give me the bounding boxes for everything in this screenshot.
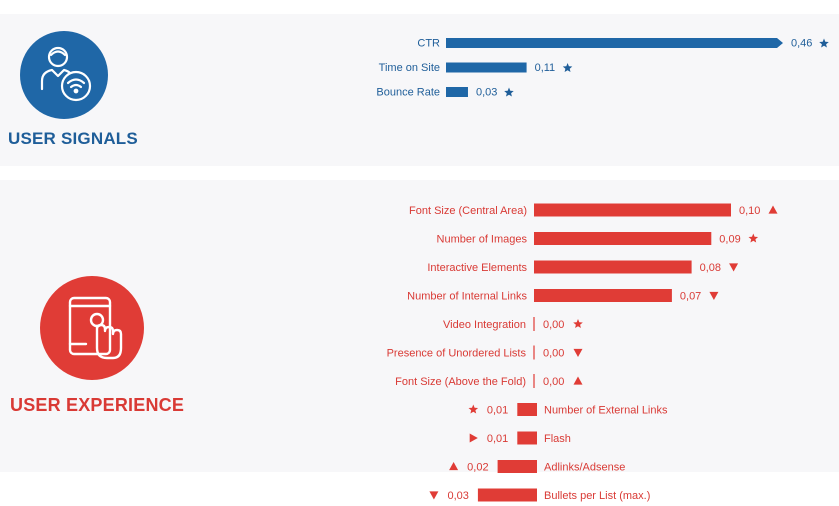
triangle-down-icon [729, 263, 739, 272]
signal-bar [446, 62, 527, 73]
experience-category-label: Adlinks/Adsense [544, 462, 625, 474]
experience-value-label: 0,10 [739, 205, 760, 217]
experience-value-label: 0,00 [543, 348, 564, 360]
star-icon [562, 63, 573, 72]
experience-category-label: Font Size (Central Area) [409, 205, 527, 217]
experience-value-label: 0,01 [487, 405, 508, 417]
signal-category-label: Time on Site [379, 62, 440, 74]
tablet-touch-icon [68, 296, 123, 360]
experience-bar [534, 289, 672, 302]
star-icon [573, 319, 583, 328]
signal-value-label: 0,03 [476, 87, 497, 99]
experience-value-label: 0,09 [719, 234, 740, 246]
user-wifi-icon [40, 46, 92, 102]
signal-category-label: Bounce Rate [376, 87, 440, 99]
signal-value-label: 0,46 [791, 38, 812, 50]
star-icon [819, 38, 829, 48]
experience-value-label: 0,00 [543, 319, 564, 331]
experience-category-label: Flash [544, 433, 571, 445]
experience-value-label: 0,08 [700, 262, 721, 274]
experience-bar [534, 260, 692, 274]
user-signals-title: USER SIGNALS [8, 129, 138, 148]
experience-value-label: 0,07 [680, 291, 701, 303]
triangle-down-icon [429, 491, 439, 500]
signal-bar [446, 38, 783, 48]
experience-bar [517, 431, 537, 445]
experience-category-label: Number of Internal Links [407, 291, 527, 303]
star-icon [468, 404, 479, 414]
triangle-up-icon [768, 205, 778, 214]
experience-category-label: Bullets per List (max.) [544, 490, 650, 502]
experience-bar [534, 232, 712, 245]
experience-value-label: 0,00 [543, 376, 564, 388]
experience-category-label: Presence of Unordered Lists [387, 348, 527, 360]
experience-category-label: Font Size (Above the Fold) [395, 376, 526, 388]
experience-bar [497, 460, 537, 473]
experience-category-label: Number of Images [437, 234, 528, 246]
signal-bar [446, 87, 468, 97]
triangle-down-icon [709, 291, 719, 300]
triangle-down-icon [573, 348, 583, 357]
triangle-right-icon [469, 433, 478, 443]
experience-category-label: Interactive Elements [427, 262, 527, 274]
experience-value-label: 0,03 [447, 490, 468, 502]
triangle-up-icon [573, 376, 583, 385]
experience-bar [477, 488, 537, 502]
experience-value-label: 0,01 [487, 433, 508, 445]
experience-bar [517, 403, 537, 416]
triangle-up-icon [449, 462, 459, 471]
experience-category-label: Video Integration [443, 319, 526, 331]
experience-bar [534, 203, 731, 217]
experience-category-label: Number of External Links [544, 405, 668, 417]
star-icon [504, 87, 514, 97]
user-experience-title: USER EXPERIENCE [10, 395, 185, 415]
star-icon [748, 233, 759, 243]
experience-value-label: 0,02 [467, 462, 488, 474]
user-experience-badge [40, 276, 144, 380]
user-signals-badge [20, 31, 108, 119]
signal-category-label: CTR [417, 38, 440, 50]
signal-value-label: 0,11 [535, 62, 556, 74]
